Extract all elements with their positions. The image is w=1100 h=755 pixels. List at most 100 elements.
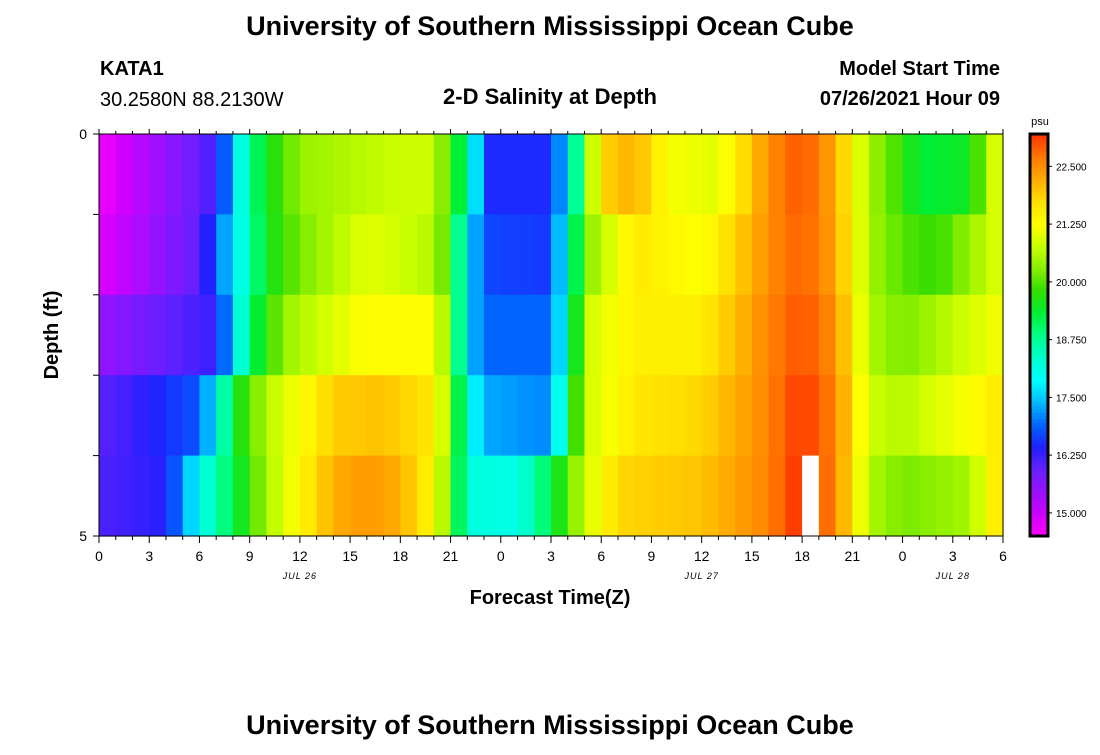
heatmap-cell <box>266 375 284 457</box>
colorbar-segment <box>1030 422 1048 426</box>
heatmap-cell <box>400 294 418 376</box>
heatmap-cell <box>165 214 184 296</box>
heatmap-cell <box>149 375 167 457</box>
colorbar-segment <box>1030 375 1048 380</box>
heatmap-cell <box>768 214 786 296</box>
colorbar-segment <box>1030 288 1048 292</box>
heatmap-cell <box>751 294 770 376</box>
colorbar-segment <box>1030 184 1048 189</box>
colorbar-segment <box>1030 485 1048 490</box>
heatmap-cell <box>684 455 703 537</box>
heatmap-cell <box>617 455 636 537</box>
colorbar-segment <box>1030 254 1048 259</box>
colorbar-segment <box>1030 190 1048 195</box>
heatmap-cell <box>668 134 686 215</box>
station-coords: 30.2580N 88.2130W <box>100 89 284 111</box>
heatmap-cell <box>835 455 853 537</box>
heatmap-cell <box>567 294 586 376</box>
heatmap-cell <box>567 375 586 457</box>
heatmap-cell <box>584 134 602 215</box>
heatmap-cell <box>249 214 268 296</box>
heatmap-cell <box>500 214 519 296</box>
heatmap-cell <box>701 375 720 457</box>
heatmap-cell <box>500 375 519 457</box>
heatmap-cell <box>701 134 720 215</box>
colorbar-unit-label: psu <box>1031 116 1049 128</box>
heatmap-cell <box>350 214 368 296</box>
heatmap-cell <box>802 375 820 457</box>
heatmap-cell <box>216 455 234 537</box>
heatmap-cell <box>718 294 736 376</box>
colorbar: 15.000 16.250 17.500 18.750 20.000 21.250 22.5… <box>1028 132 1087 538</box>
colorbar-segment <box>1030 341 1048 346</box>
colorbar-segment <box>1030 321 1048 326</box>
x-tick-label: 18 <box>794 548 810 564</box>
heatmap-cell <box>115 375 134 457</box>
heatmap-cell <box>99 294 117 376</box>
heatmap-cell <box>651 214 669 296</box>
heatmap-cell <box>768 375 786 457</box>
heatmap-cell <box>902 294 920 376</box>
heatmap-cell <box>869 455 887 537</box>
heatmap-cell <box>785 214 803 296</box>
colorbar-segment <box>1030 455 1048 460</box>
heatmap-cell <box>350 375 368 457</box>
colorbar-tick-label: 16.250 <box>1056 451 1087 462</box>
heatmap-cell <box>99 375 117 457</box>
colorbar-segment <box>1030 492 1048 497</box>
x-tick-label: 12 <box>292 548 308 564</box>
heatmap-cell <box>802 294 820 376</box>
colorbar-segment <box>1030 328 1048 333</box>
y-tick-label: 5 <box>79 528 87 544</box>
colorbar-segment <box>1030 435 1048 440</box>
model-start-label: Model Start Time <box>839 58 1000 80</box>
colorbar-segment <box>1030 428 1048 433</box>
heatmap-cell <box>417 455 435 537</box>
heatmap-cell <box>902 134 920 215</box>
heatmap-cell <box>484 134 502 215</box>
heatmap-cell <box>366 375 385 457</box>
heatmap-cell <box>551 214 569 296</box>
colorbar-segment <box>1030 281 1048 286</box>
heatmap-cell <box>919 134 937 215</box>
heatmap-cell <box>751 214 770 296</box>
colorbar-segment <box>1030 221 1048 225</box>
heatmap-cell <box>802 134 820 215</box>
colorbar-segment <box>1030 512 1048 517</box>
colorbar-segment <box>1030 251 1048 256</box>
x-date-label: JUL 26 <box>282 571 317 581</box>
heatmap-cell <box>249 134 268 215</box>
heatmap-cell <box>283 214 301 296</box>
heatmap-cell <box>316 375 334 457</box>
colorbar-segment <box>1030 479 1048 483</box>
heatmap-cell <box>986 375 1004 457</box>
heatmap-cell <box>149 134 167 215</box>
colorbar-segment <box>1030 308 1048 313</box>
colorbar-segment <box>1030 331 1048 336</box>
heatmap-cell <box>551 134 569 215</box>
colorbar-segment <box>1030 408 1048 413</box>
heatmap-cell <box>869 214 887 296</box>
heatmap-cell <box>132 294 150 376</box>
heatmap-cell <box>601 214 619 296</box>
colorbar-segment <box>1030 482 1048 487</box>
heatmap-cell <box>718 134 736 215</box>
heatmap-cell <box>785 455 803 537</box>
y-tick-label: 0 <box>79 126 87 142</box>
heatmap-cell <box>701 455 720 537</box>
heatmap-cell <box>266 134 284 215</box>
colorbar-segment <box>1030 348 1048 353</box>
heatmap-cell <box>132 455 150 537</box>
colorbar-segment <box>1030 278 1048 282</box>
heatmap-cell <box>634 294 653 376</box>
heatmap-cell <box>232 375 251 457</box>
heatmap-cell <box>785 375 803 457</box>
heatmap-cell <box>534 375 552 457</box>
colorbar-segment <box>1030 412 1048 416</box>
colorbar-segment <box>1030 402 1048 406</box>
x-tick-label: 9 <box>246 548 254 564</box>
x-tick-label: 6 <box>597 548 605 564</box>
heatmap-cell <box>735 375 753 457</box>
colorbar-segment <box>1030 211 1048 215</box>
heatmap-cell <box>885 455 904 537</box>
